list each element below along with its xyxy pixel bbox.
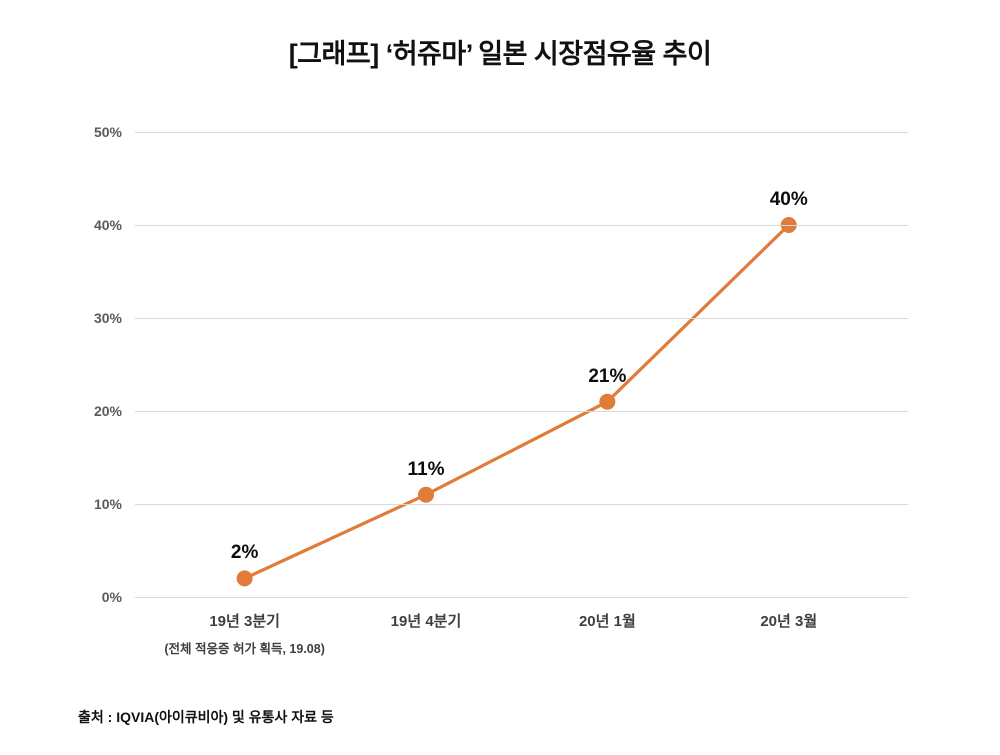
gridline — [135, 504, 908, 505]
y-axis-tick-label: 50% — [93, 124, 122, 140]
y-axis-tick-label: 10% — [93, 496, 122, 512]
data-point-label: 2% — [230, 542, 259, 564]
x-axis-tick-sublabel: (전체 적응증 허가 획득, 19.08) — [164, 642, 325, 656]
data-point-marker[interactable] — [417, 486, 434, 503]
x-axis-tick-label: 19년 4분기 — [390, 613, 462, 630]
gridline — [135, 132, 908, 133]
gridline — [135, 411, 908, 412]
x-axis-tick-label: 20년 1월 — [578, 613, 636, 630]
chart-title: [그래프] ‘허쥬마’ 일본 시장점유율 추이 — [288, 39, 712, 69]
gridline — [135, 597, 908, 598]
data-point-label: 21% — [588, 365, 627, 387]
series-line — [243, 223, 791, 580]
y-axis-tick-label: 40% — [93, 217, 122, 233]
gridline — [135, 225, 908, 226]
y-axis-tick-label: 30% — [93, 310, 122, 326]
source-note: 출처 : IQVIA(아이큐비아) 및 유통사 자료 등 — [78, 709, 334, 725]
data-point-label: 11% — [407, 458, 445, 480]
gridline — [135, 318, 908, 319]
plot-area: 2% 11% 21% 40% — [135, 132, 908, 598]
y-axis: 0% 10% 20% 30% 40% 50% — [60, 124, 122, 605]
data-point-marker[interactable] — [599, 393, 616, 410]
data-point-label: 40% — [769, 189, 808, 210]
x-axis-tick-label: 20년 3월 — [760, 613, 818, 630]
y-axis-tick-label: 0% — [101, 589, 122, 605]
data-point-marker[interactable] — [236, 570, 253, 587]
y-axis-tick-label: 20% — [93, 403, 122, 419]
x-axis-tick-label: 19년 3분기 — [209, 613, 280, 630]
